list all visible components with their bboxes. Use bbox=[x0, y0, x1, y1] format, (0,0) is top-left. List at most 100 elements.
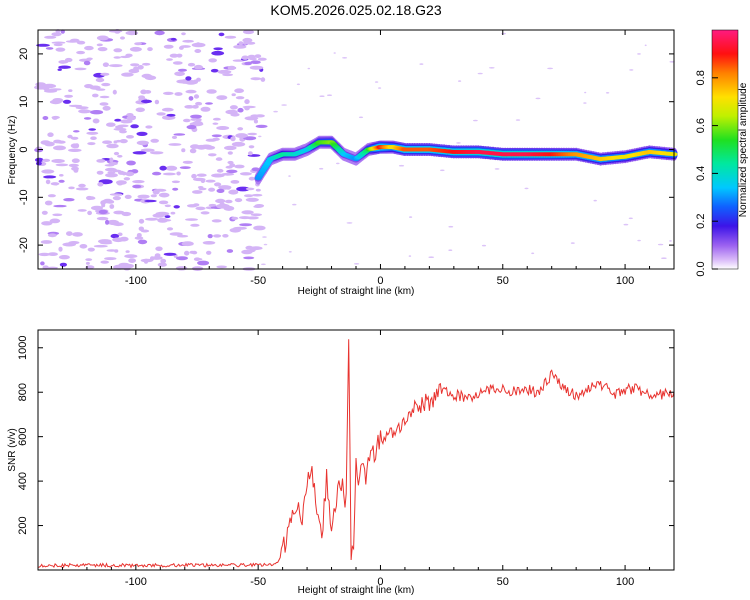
noise-blob bbox=[136, 140, 149, 146]
noise-blob bbox=[57, 68, 62, 71]
noise-blob bbox=[47, 252, 58, 256]
noise-blob bbox=[241, 210, 254, 215]
noise-blob bbox=[210, 68, 219, 73]
noise-blob bbox=[144, 90, 152, 94]
noise-blob bbox=[36, 43, 50, 47]
noise-blob bbox=[166, 58, 173, 61]
noise-blob bbox=[43, 89, 58, 93]
noise-blob bbox=[105, 219, 110, 225]
noise-blob bbox=[86, 131, 99, 135]
noise-blob bbox=[137, 239, 148, 245]
noise-blob bbox=[175, 266, 188, 271]
snr-x-axis-label: Height of straight line (km) bbox=[298, 585, 415, 596]
noise-blob bbox=[174, 92, 183, 96]
noise-blob bbox=[56, 140, 66, 144]
noise-blob bbox=[53, 204, 67, 208]
noise-blob bbox=[374, 81, 379, 83]
noise-blob bbox=[669, 61, 675, 63]
noise-blob bbox=[91, 205, 103, 211]
noise-blob bbox=[221, 172, 235, 176]
noise-blob bbox=[172, 187, 179, 191]
noise-blob bbox=[168, 143, 182, 146]
noise-blob bbox=[216, 265, 228, 269]
noise-blob bbox=[158, 200, 169, 205]
noise-blob bbox=[53, 145, 66, 151]
noise-blob bbox=[113, 210, 125, 215]
noise-blob bbox=[143, 258, 149, 264]
noise-blob bbox=[333, 52, 336, 54]
noise-blob bbox=[228, 189, 239, 195]
noise-blob bbox=[191, 104, 199, 109]
noise-blob bbox=[138, 226, 144, 232]
noise-blob bbox=[68, 186, 75, 190]
noise-blob bbox=[44, 35, 57, 39]
colorbar-gradient bbox=[712, 30, 738, 269]
noise-blob bbox=[192, 120, 203, 126]
noise-blob bbox=[398, 164, 405, 167]
noise-blob bbox=[87, 210, 92, 216]
noise-blob bbox=[113, 56, 121, 59]
noise-blob bbox=[242, 37, 253, 43]
noise-blob bbox=[176, 53, 183, 58]
noise-blob bbox=[196, 173, 207, 177]
noise-blob bbox=[593, 199, 597, 202]
noise-blob bbox=[172, 61, 183, 65]
noise-blob bbox=[185, 218, 198, 221]
noise-blob bbox=[195, 206, 206, 211]
noise-blob bbox=[49, 218, 61, 224]
noise-blob bbox=[173, 133, 186, 136]
noise-blob bbox=[456, 142, 461, 144]
noise-blob bbox=[179, 46, 184, 50]
noise-blob bbox=[124, 194, 132, 199]
noise-blob bbox=[63, 198, 75, 202]
noise-blob bbox=[346, 222, 353, 224]
noise-blob bbox=[195, 258, 203, 261]
noise-blob bbox=[255, 124, 268, 128]
noise-blob bbox=[113, 48, 123, 53]
noise-blob bbox=[121, 72, 134, 77]
noise-blob bbox=[211, 50, 225, 56]
noise-blob bbox=[207, 234, 213, 239]
noise-blob bbox=[126, 115, 136, 121]
noise-blob bbox=[200, 106, 211, 112]
noise-blob bbox=[142, 62, 151, 66]
noise-blob bbox=[75, 187, 89, 191]
noise-blob bbox=[51, 41, 66, 44]
noise-blob bbox=[222, 234, 229, 238]
noise-blob bbox=[234, 198, 243, 203]
noise-blob bbox=[182, 39, 195, 43]
spectrogram-noise bbox=[34, 29, 675, 271]
colorbar-label: Normalized spectral amplitude bbox=[738, 82, 749, 217]
noise-blob bbox=[102, 105, 111, 111]
noise-blob bbox=[174, 71, 186, 77]
noise-blob bbox=[41, 210, 48, 215]
noise-blob bbox=[42, 158, 51, 162]
noise-blob bbox=[126, 160, 136, 166]
noise-blob bbox=[176, 171, 181, 176]
noise-blob bbox=[236, 186, 250, 192]
noise-blob bbox=[64, 94, 73, 98]
noise-blob bbox=[637, 53, 641, 55]
noise-blob bbox=[292, 203, 297, 206]
noise-blob bbox=[224, 35, 237, 39]
noise-blob bbox=[644, 44, 647, 47]
noise-blob bbox=[225, 199, 233, 204]
noise-blob bbox=[214, 182, 222, 187]
noise-blob bbox=[85, 261, 90, 265]
noise-blob bbox=[128, 68, 140, 74]
noise-blob bbox=[237, 107, 244, 113]
noise-blob bbox=[247, 132, 258, 136]
noise-blob bbox=[195, 101, 203, 106]
y-tick-label: 20 bbox=[18, 48, 30, 60]
noise-blob bbox=[239, 172, 252, 176]
noise-blob bbox=[226, 169, 238, 174]
noise-blob bbox=[47, 194, 56, 198]
noise-blob bbox=[42, 116, 49, 120]
noise-blob bbox=[150, 151, 164, 155]
noise-blob bbox=[109, 64, 123, 68]
noise-blob bbox=[213, 47, 223, 51]
noise-blob bbox=[237, 127, 244, 131]
x-tick-label: 0 bbox=[377, 275, 383, 287]
y-tick-label: -10 bbox=[18, 189, 30, 205]
noise-blob bbox=[136, 233, 142, 238]
